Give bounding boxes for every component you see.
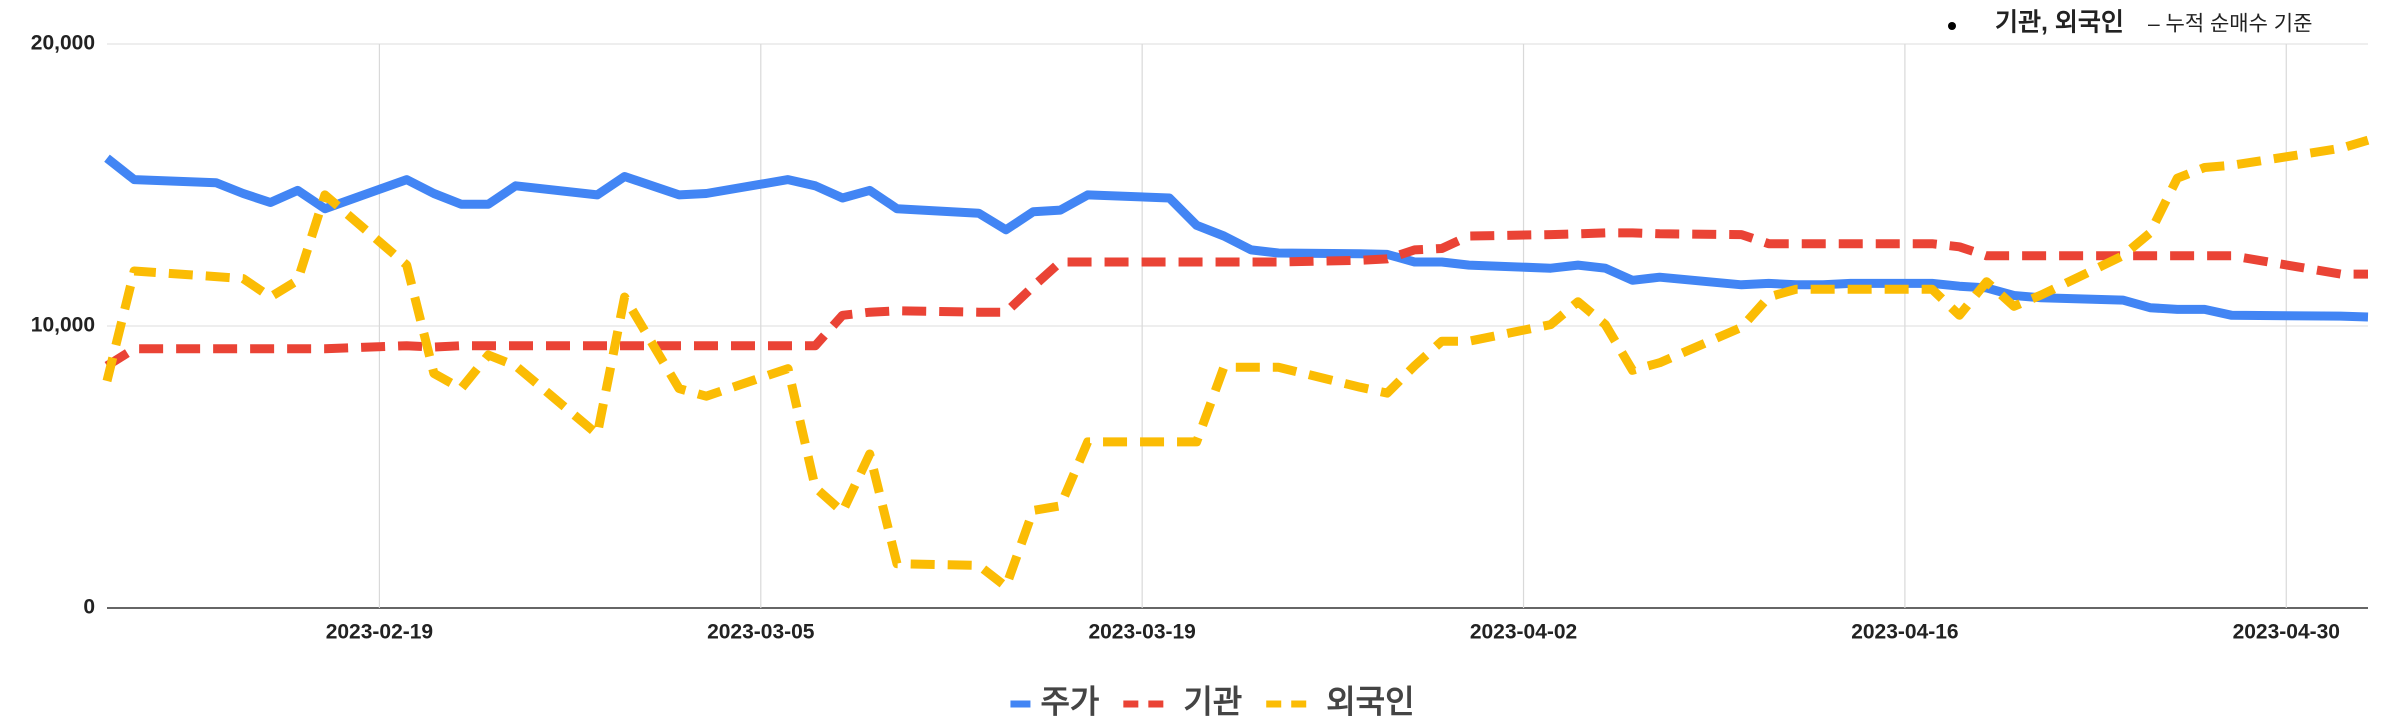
legend-label: 외국인 [1326,683,1414,719]
legend-label: 주가 [1040,683,1099,719]
series-line [104,228,2368,370]
series-line [104,154,2369,322]
x-tick-label: 2023-04-30 [2233,621,2340,644]
x-tick-label: 2023-04-02 [1470,621,1577,644]
x-tick-label: 2023-03-19 [1088,621,1195,644]
x-tick-label: 2023-02-19 [326,621,433,644]
legend: 주가 기관 외국인 [1010,683,1415,719]
y-tick-label: 20,000 [31,32,95,55]
note-bullet [1948,22,1956,30]
x-tick-label: 2023-04-16 [1851,621,1958,644]
annotation: – 누적 순매수 기준 [2148,13,2312,36]
series-line [102,135,2370,592]
y-tick-label: 10,000 [31,314,95,337]
annotation: 기관, 외국인 [1995,9,2124,37]
legend-label: 기관 [1183,683,1242,719]
x-tick-label: 2023-03-05 [707,621,815,644]
y-tick-label: 0 [83,596,95,619]
